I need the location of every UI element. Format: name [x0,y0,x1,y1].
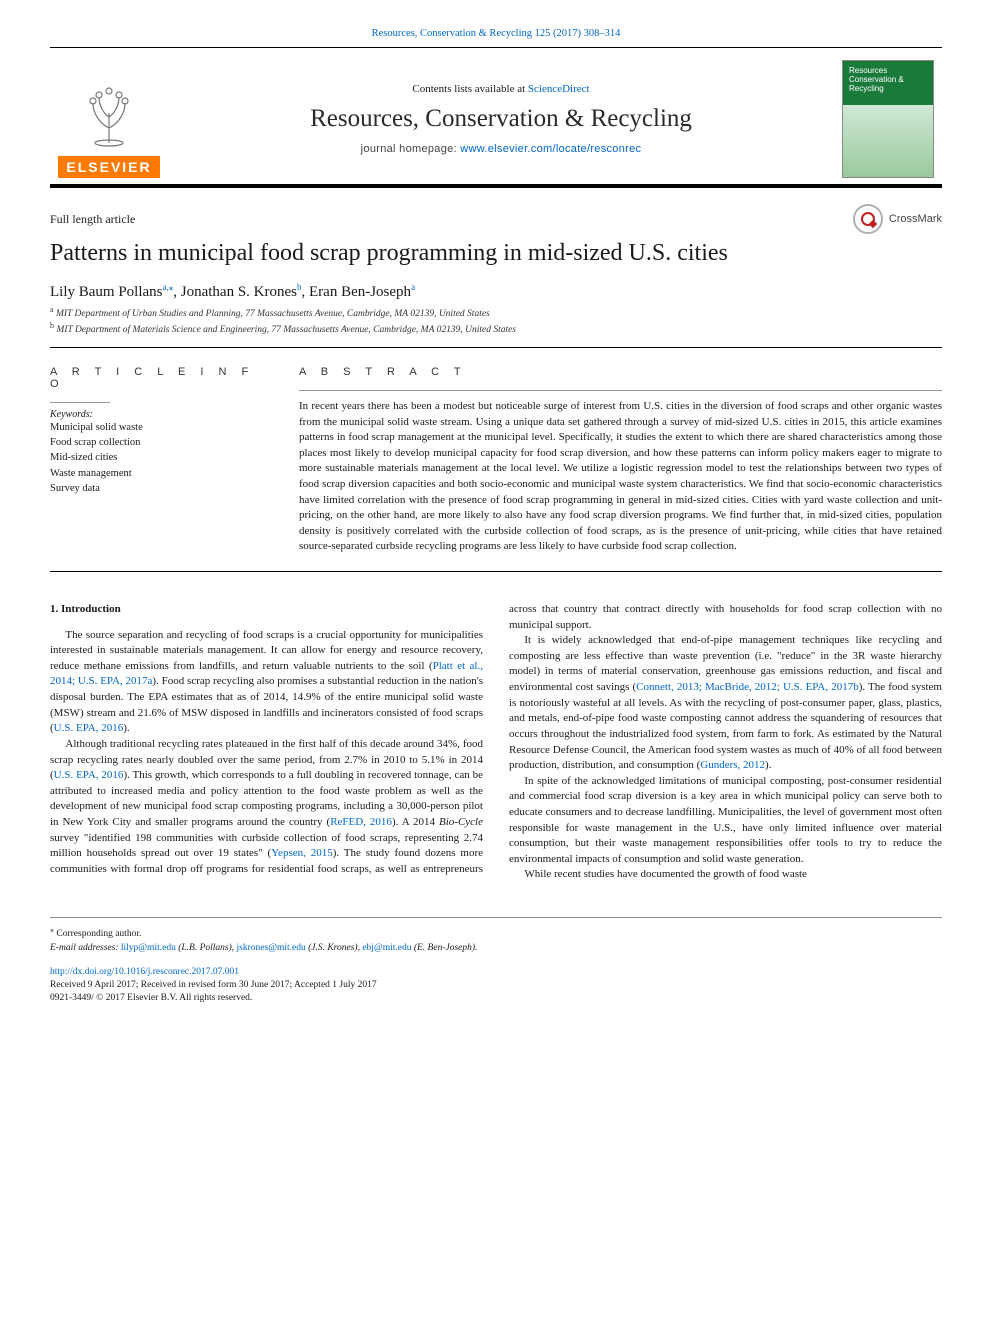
article-info-heading: A R T I C L E I N F O [50,366,265,390]
keyword: Waste management [50,466,265,481]
affiliation: a MIT Department of Urban Studies and Pl… [50,305,942,321]
abstract-text: In recent years there has been a modest … [299,399,942,555]
author-mark[interactable]: a [411,282,415,292]
paragraph: In spite of the acknowledged limitations… [509,774,942,868]
keyword: Survey data [50,481,265,496]
email-line: E-mail addresses: lilyp@mit.edu (L.B. Po… [50,942,942,956]
email-link[interactable]: jskrones@mit.edu [237,943,306,953]
author: Jonathan S. Kronesb [181,284,302,300]
author-list: Lily Baum Pollansa,⁎, Jonathan S. Krones… [50,282,942,301]
paragraph: While recent studies have documented the… [509,867,942,883]
section-heading: 1. Introduction [50,602,483,618]
crossmark-label: CrossMark [889,213,942,225]
corresponding-note: ⁎ Corresponding author. [50,924,942,942]
article-info-column: A R T I C L E I N F O Keywords: Municipa… [50,366,265,555]
divider [50,347,942,348]
copyright-line: 0921-3449/ © 2017 Elsevier B.V. All righ… [50,992,942,1005]
contents-prefix: Contents lists available at [412,83,527,95]
homepage-prefix: journal homepage: [361,143,461,155]
doi-block: http://dx.doi.org/10.1016/j.resconrec.20… [50,966,942,1006]
crossmark-badge[interactable]: CrossMark [853,204,942,234]
crossmark-icon [853,204,883,234]
citation-link[interactable]: U.S. EPA, 2016 [54,722,124,734]
citation-link[interactable]: Yepsen, 2015 [271,847,333,859]
article-meta-block: A R T I C L E I N F O Keywords: Municipa… [50,366,942,555]
publisher-logo-block: ELSEVIER [50,54,168,184]
citation-link[interactable]: Connett, 2013; MacBride, 2012; U.S. EPA,… [636,681,859,693]
cover-title: Resources Conservation & Recycling [849,67,927,93]
masthead-center: Contents lists available at ScienceDirec… [168,54,834,184]
article-type: Full length article [50,212,135,227]
author-mark[interactable]: b [297,282,302,292]
contents-line: Contents lists available at ScienceDirec… [168,83,834,95]
article-title: Patterns in municipal food scrap program… [50,238,942,268]
cover-thumb-block: Resources Conservation & Recycling [834,54,942,184]
affiliation: b MIT Department of Materials Science an… [50,321,942,337]
email-label: E-mail addresses: [50,943,121,953]
email-link[interactable]: lilyp@mit.edu [121,943,176,953]
citation-link[interactable]: ReFED, 2016 [330,816,392,828]
journal-cover-icon: Resources Conservation & Recycling [842,60,934,178]
keyword: Municipal solid waste [50,420,265,435]
doi-link[interactable]: http://dx.doi.org/10.1016/j.resconrec.20… [50,967,239,977]
abstract-heading: A B S T R A C T [299,366,942,378]
homepage-link[interactable]: www.elsevier.com/locate/resconrec [460,143,641,155]
publisher-wordmark: ELSEVIER [58,156,159,178]
keyword: Mid-sized cities [50,450,265,465]
elsevier-tree-icon [74,78,144,152]
paragraph: The source separation and recycling of f… [50,628,483,737]
sciencedirect-link[interactable]: ScienceDirect [528,83,590,95]
divider [299,390,942,391]
history-line: Received 9 April 2017; Received in revis… [50,979,942,992]
keywords-list: Municipal solid waste Food scrap collect… [50,420,265,496]
keywords-label: Keywords: [50,409,265,420]
author: Lily Baum Pollansa,⁎ [50,284,173,300]
journal-masthead: ELSEVIER Contents lists available at Sci… [50,47,942,188]
divider [50,571,942,572]
homepage-line: journal homepage: www.elsevier.com/locat… [168,143,834,155]
article-body: 1. Introduction The source separation an… [50,602,942,883]
keyword: Food scrap collection [50,435,265,450]
author-mark[interactable]: a,⁎ [163,282,174,292]
footnote-block: ⁎ Corresponding author. E-mail addresses… [50,917,942,1006]
journal-name: Resources, Conservation & Recycling [168,105,834,133]
affiliations: a MIT Department of Urban Studies and Pl… [50,305,942,337]
author: Eran Ben-Josepha [309,284,415,300]
citation-link[interactable]: Gunders, 2012 [700,759,765,771]
running-head: Resources, Conservation & Recycling 125 … [50,28,942,39]
citation-link[interactable]: U.S. EPA, 2016 [54,769,124,781]
paragraph: It is widely acknowledged that end-of-pi… [509,633,942,773]
abstract-column: A B S T R A C T In recent years there ha… [299,366,942,555]
running-head-link[interactable]: Resources, Conservation & Recycling 125 … [372,28,621,39]
divider [50,402,110,403]
email-link[interactable]: ebj@mit.edu [362,943,411,953]
